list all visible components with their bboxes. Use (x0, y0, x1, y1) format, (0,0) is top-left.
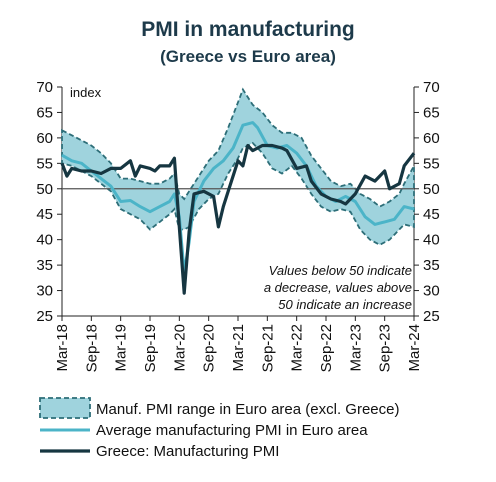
x-tick-label: Mar-18 (54, 324, 71, 372)
x-axis: Mar-18 Sep-18 Mar-19 Sep-19 Mar-20 Sep-20 Mar-… (54, 316, 423, 372)
legend-average-label: Average manufacturing PMI in Euro area (96, 422, 368, 439)
y-tick-label-right: 55 (423, 155, 440, 172)
x-tick-label: Sep-19 (142, 324, 159, 372)
annotation-line-1: Values below 50 indicate (269, 263, 412, 278)
x-tick-label: Mar-21 (230, 324, 247, 372)
y-tick-label-right: 60 (423, 130, 440, 147)
y-axis-left: 25 30 35 40 45 50 55 60 65 70 (36, 79, 62, 325)
euro-area-pmi-range (61, 87, 415, 246)
legend-range-swatch (39, 397, 91, 419)
y-tick-label-left: 50 (36, 181, 53, 198)
y-tick-label-left: 35 (36, 257, 53, 274)
annotation-line-3: 50 indicate an increase (278, 297, 412, 312)
y-tick-label-left: 70 (36, 79, 53, 96)
x-tick-label: Sep-18 (83, 324, 100, 372)
chart-title: PMI in manufacturing (141, 18, 355, 41)
x-tick-label: Sep-20 (201, 324, 218, 372)
x-tick-label: Mar-23 (347, 324, 364, 372)
greece-pmi-line (60, 143, 416, 295)
y-tick-label-left: 30 (36, 283, 53, 300)
x-tick-label: Mar-22 (289, 324, 306, 372)
y-tick-label-left: 45 (36, 206, 53, 223)
chart-subtitle: (Greece vs Euro area) (160, 47, 336, 66)
y-tick-label-right: 65 (423, 104, 440, 121)
y-tick-label-right: 50 (423, 181, 440, 198)
legend: Manuf. PMI range in Euro area (excl. Gre… (39, 397, 399, 460)
y-tick-label-right: 35 (423, 257, 440, 274)
x-tick-label: Mar-24 (406, 324, 423, 372)
x-tick-label: Sep-21 (259, 324, 276, 372)
x-tick-label: Mar-20 (171, 324, 188, 372)
y-tick-label-left: 60 (36, 130, 53, 147)
y-tick-label-left: 25 (36, 308, 53, 325)
y-tick-label-left: 40 (36, 232, 53, 249)
unit-label: index (70, 85, 102, 100)
legend-range-label: Manuf. PMI range in Euro area (excl. Gre… (96, 401, 399, 418)
y-axis-right: 25 30 35 40 45 50 55 60 65 70 (414, 79, 440, 325)
y-tick-label-right: 70 (423, 79, 440, 96)
x-tick-label: Mar-19 (113, 324, 130, 372)
y-tick-label-right: 25 (423, 308, 440, 325)
x-tick-label: Sep-22 (318, 324, 335, 372)
y-tick-label-left: 55 (36, 155, 53, 172)
legend-greece-label: Greece: Manufacturing PMI (96, 443, 279, 460)
y-tick-label-right: 40 (423, 232, 440, 249)
y-tick-label-right: 45 (423, 206, 440, 223)
annotation-line-2: a decrease, values above (264, 280, 412, 295)
y-tick-label-left: 65 (36, 104, 53, 121)
x-tick-label: Sep-23 (377, 324, 394, 372)
y-tick-label-right: 30 (423, 283, 440, 300)
